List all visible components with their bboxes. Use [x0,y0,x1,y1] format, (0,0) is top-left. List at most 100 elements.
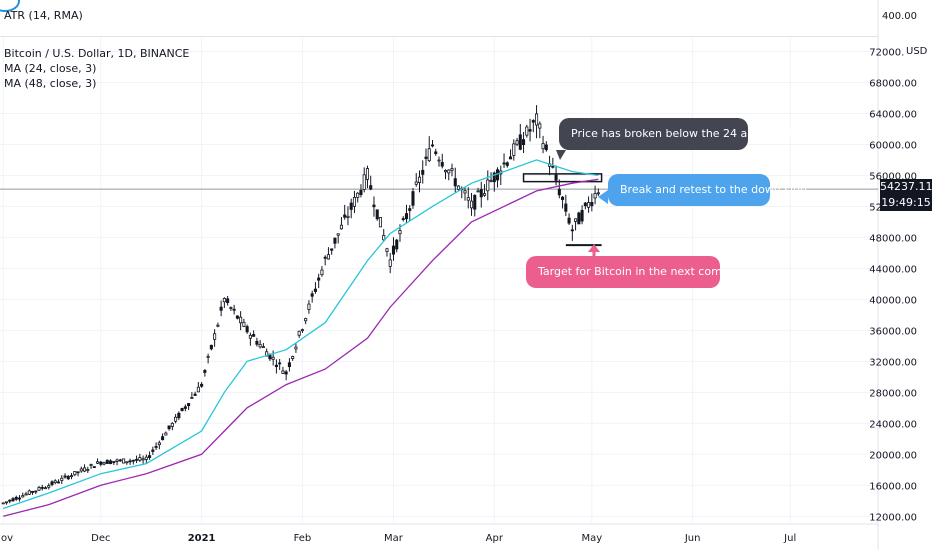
candle-body [187,403,191,407]
atr-pane [0,0,878,37]
candle-body [245,326,249,333]
candle-body [174,416,178,422]
candle-body [60,477,64,481]
candle-body [122,458,126,464]
price-tick-label: 16000.00 [869,481,917,492]
time-tick-label: Dec [91,533,110,544]
candle-body [252,334,256,337]
candle-body [395,239,399,250]
candle-body [522,139,526,145]
candle-body [411,191,415,206]
candle-body [239,316,243,324]
candle-body [531,120,535,123]
candle-body [326,254,330,260]
candle-body [115,459,119,462]
candle-body [151,449,155,452]
candle-body [30,491,35,493]
annotation-target[interactable]: Target for Bitcoin in the next coming da… [526,256,768,288]
candle-body [574,218,578,222]
candle-body [564,203,568,212]
ma24-legend[interactable]: MA (24, close, 3) [4,62,97,75]
candle-body [541,143,545,150]
candle-body [235,315,239,319]
candle-body [544,144,548,151]
candle-body [248,334,252,339]
atr-tick-label: 400.00 [882,11,917,22]
candle-body [14,496,18,500]
candle-body [83,467,87,472]
candle-body [577,212,581,225]
candle-body [463,190,467,194]
candle-body [492,172,496,183]
candle-body [430,144,435,147]
candle-body [310,293,314,297]
candle-body [404,213,409,220]
candle-body [469,200,474,209]
candle-body [450,168,454,171]
candle-body [281,370,285,374]
candle-body [183,406,187,409]
candle-body [336,233,340,236]
candle-body [486,179,490,192]
time-tick-label: Nov [0,533,13,544]
candle-body [362,174,366,190]
candle-body [391,245,396,255]
candle-body [24,493,28,496]
candle-body [47,485,51,488]
candle-body [4,501,9,504]
candle-body [398,230,402,235]
ma48-legend[interactable]: MA (48, close, 3) [4,77,97,90]
candle-body [346,215,350,218]
candle-body [593,193,597,199]
ma48-line [3,178,599,517]
candle-body [473,194,477,210]
broken-arrow [556,150,566,160]
candle-body [73,471,77,476]
candle-body [505,162,509,166]
candle-body [96,461,100,464]
candle-body [580,210,584,222]
symbol-legend[interactable]: Bitcoin / U.S. Dollar, 1D, BINANCE [4,47,190,60]
candle-body [535,113,539,126]
candle-body [232,308,236,311]
annotation-retest[interactable]: Break and retest to the down side [608,174,807,206]
candle-body [538,123,542,129]
candle-body [180,407,184,412]
candle-body [349,202,353,210]
candle-body [125,461,129,464]
price-tick-label: 44000.00 [869,264,917,275]
resistance-zone [522,173,603,183]
candle-body [135,458,139,461]
candle-body [109,460,113,465]
candle-body [343,214,347,218]
price-tick-label: 48000.00 [869,233,917,244]
candle-body [304,318,308,322]
candle-body [141,458,145,461]
candle-body [63,475,67,478]
candle-body [177,412,181,419]
candle-body [320,269,324,276]
candle-body [294,346,298,350]
candle-body [515,140,519,145]
ma24-line [3,159,599,510]
candle-body [437,159,441,162]
bar-countdown: 19:49:15 [880,195,932,211]
candle-body [333,237,337,244]
candle-body [456,185,461,190]
price-tick-label: 72000.00 [869,47,917,58]
currency-label[interactable]: USD [904,46,930,57]
candle-body [557,188,561,196]
atr-legend[interactable]: ATR (14, RMA) [4,9,83,22]
candle-body [339,224,343,230]
candle-body [365,168,369,180]
candle-body [570,229,574,232]
candle-body [375,209,379,220]
candle-body [551,165,555,168]
annotation-broken-ma[interactable]: Price has broken below the 24 and 48 MA [559,118,799,150]
candle-body [287,362,291,368]
candle-body [196,386,200,393]
candle-body [447,169,451,174]
candle-body [219,306,223,311]
candle-body [453,178,457,187]
candle-body [554,174,558,181]
